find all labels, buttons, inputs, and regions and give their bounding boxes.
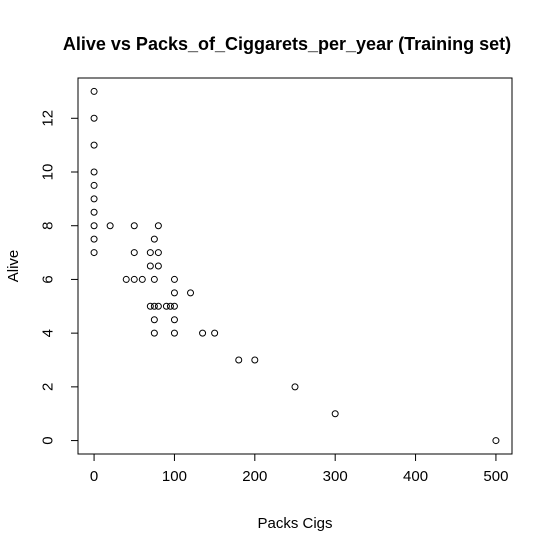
x-tick-label: 500 xyxy=(483,468,508,485)
data-point xyxy=(90,141,98,149)
data-point xyxy=(150,302,158,310)
data-point xyxy=(130,275,138,283)
x-tick-label: 100 xyxy=(162,468,187,485)
data-point xyxy=(90,114,98,122)
x-tick-label: 0 xyxy=(90,468,98,485)
y-tick-label: 6 xyxy=(40,275,57,283)
data-point xyxy=(90,222,98,230)
y-tick-label: 8 xyxy=(40,222,57,230)
data-point xyxy=(166,302,174,310)
data-point xyxy=(170,316,178,324)
data-point xyxy=(154,249,162,257)
data-point xyxy=(187,289,195,297)
data-point xyxy=(106,222,114,230)
data-point xyxy=(90,181,98,189)
x-axis-label: Packs Cigs xyxy=(257,515,332,532)
data-point xyxy=(291,383,299,391)
data-point xyxy=(122,275,130,283)
y-tick-label: 2 xyxy=(40,383,57,391)
data-point xyxy=(235,356,243,364)
data-point xyxy=(170,329,178,337)
y-tick-label: 10 xyxy=(40,164,57,181)
y-tick-label: 0 xyxy=(40,436,57,444)
data-point xyxy=(130,222,138,230)
data-point xyxy=(130,249,138,257)
data-point xyxy=(150,235,158,243)
data-point xyxy=(138,275,146,283)
x-tick-label: 400 xyxy=(403,468,428,485)
data-point xyxy=(146,249,154,257)
data-point xyxy=(146,302,154,310)
y-axis: 0 2 4 6 8 10 12 xyxy=(40,110,79,445)
data-point xyxy=(331,410,339,418)
data-point xyxy=(154,222,162,230)
data-point xyxy=(154,262,162,270)
data-point xyxy=(170,289,178,297)
data-point xyxy=(211,329,219,337)
data-point xyxy=(251,356,259,364)
data-point xyxy=(90,168,98,176)
x-tick-label: 300 xyxy=(323,468,348,485)
y-tick-label: 12 xyxy=(40,110,57,127)
data-point xyxy=(90,87,98,95)
data-point xyxy=(146,262,154,270)
data-point xyxy=(170,302,178,310)
data-point xyxy=(90,195,98,203)
data-point xyxy=(162,302,170,310)
data-point xyxy=(492,437,500,445)
x-axis: 0 100 200 300 400 500 xyxy=(90,453,508,485)
y-axis-label: Alive xyxy=(5,250,22,283)
data-point xyxy=(90,249,98,257)
chart-title: Alive vs Packs_of_Ciggarets_per_year (Tr… xyxy=(63,34,511,54)
data-point xyxy=(90,208,98,216)
data-point xyxy=(90,235,98,243)
y-tick-label: 4 xyxy=(40,329,57,337)
x-tick-label: 200 xyxy=(242,468,267,485)
data-point xyxy=(150,316,158,324)
data-point xyxy=(150,275,158,283)
data-point xyxy=(199,329,207,337)
data-point xyxy=(150,329,158,337)
data-points xyxy=(90,87,500,445)
data-point xyxy=(170,275,178,283)
data-point xyxy=(154,302,162,310)
